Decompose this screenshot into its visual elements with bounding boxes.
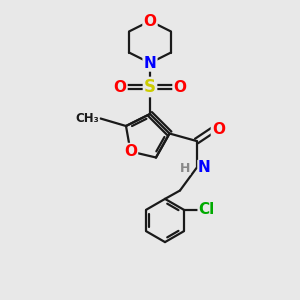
Text: S: S (144, 78, 156, 96)
Text: O: O (143, 14, 157, 28)
Text: N: N (144, 56, 156, 70)
Text: O: O (113, 80, 127, 94)
Text: O: O (212, 122, 225, 136)
Text: Cl: Cl (199, 202, 215, 217)
Text: O: O (173, 80, 187, 94)
Text: N: N (198, 160, 211, 175)
Text: H: H (179, 161, 190, 175)
Text: CH₃: CH₃ (75, 112, 99, 125)
Text: O: O (124, 144, 137, 159)
